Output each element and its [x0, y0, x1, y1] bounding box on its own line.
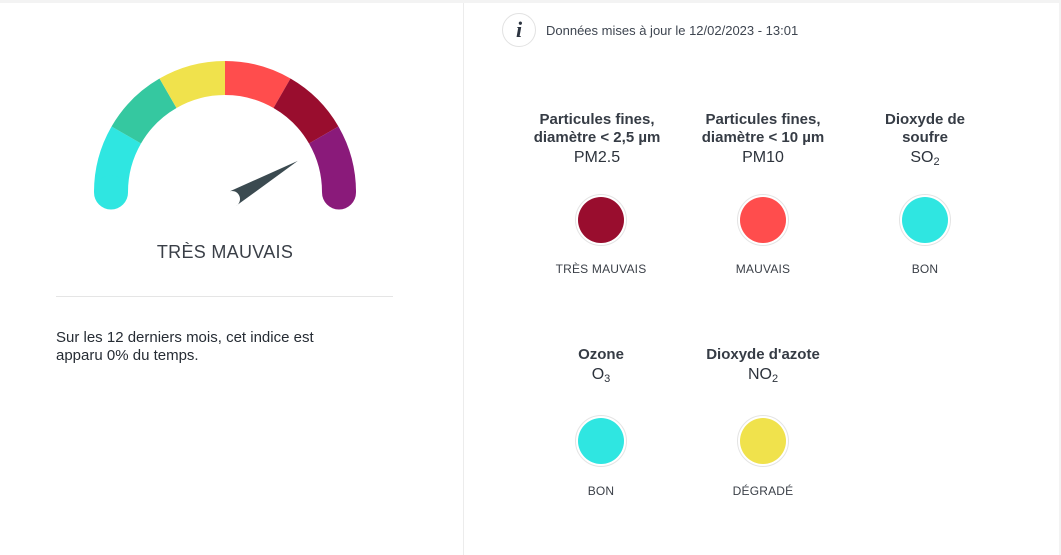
pollutant-formula: PM2.5 [573, 149, 621, 166]
gauge-segment [224, 61, 291, 109]
pollutant-name: Dioxyde de soufre [884, 111, 966, 146]
pollutant-o3: Ozone O3 [516, 346, 686, 385]
gauge-segment [159, 61, 226, 109]
pollutant-no2: Dioxyde d'azote NO2 [678, 346, 848, 385]
status-dot [902, 197, 948, 243]
pollutant-pm10-indicator [737, 194, 789, 246]
pollutant-name: Dioxyde d'azote [706, 346, 820, 363]
pollutant-pm10: Particules fines, diamètre < 10 µm PM10 [678, 111, 848, 168]
pollutant-no2-indicator [737, 415, 789, 467]
info-icon[interactable]: i [502, 13, 536, 47]
pollutant-name: Particules fines, diamètre < 2,5 µm [533, 111, 661, 146]
gauge-segment [273, 78, 339, 144]
status-dot [578, 197, 624, 243]
pollutant-o3-status: BON [587, 484, 615, 498]
gauge-segment-cap [322, 175, 356, 210]
pollutant-so2-indicator [899, 194, 951, 246]
status-dot [578, 418, 624, 464]
pollutant-formula: PM10 [742, 149, 784, 166]
pollutant-no2-status: DÉGRADÉ [732, 484, 794, 498]
overall-level-label: TRÈS MAUVAIS [156, 242, 294, 262]
gauge-segment [111, 78, 177, 144]
pollutant-name: Ozone [578, 346, 624, 363]
frequency-text: Sur les 12 derniers mois, cet indice est… [56, 329, 314, 364]
divider [56, 296, 393, 297]
gauge-segment-cap [94, 175, 128, 210]
summary-panel: TRÈS MAUVAIS Sur les 12 derniers mois, c… [0, 3, 464, 555]
pollutant-formula: SO2 [910, 149, 940, 168]
air-quality-card: TRÈS MAUVAIS Sur les 12 derniers mois, c… [0, 3, 1059, 555]
pollutant-so2-status: BON [911, 262, 939, 276]
gauge-needle [227, 160, 298, 206]
pollutant-pm10-status: MAUVAIS [735, 262, 791, 276]
needle-hub [229, 196, 235, 202]
pollutant-pm25-indicator [575, 194, 627, 246]
pollutant-so2: Dioxyde de soufre SO2 [840, 111, 1010, 168]
pollutant-formula: NO2 [747, 366, 779, 385]
status-dot [740, 418, 786, 464]
aqi-gauge [94, 61, 356, 210]
needle-pointer [227, 160, 298, 206]
update-timestamp: Données mises à jour le 12/02/2023 - 13:… [546, 22, 799, 38]
pollutant-name: Particules fines, diamètre < 10 µm [701, 111, 825, 146]
pollutant-pm25: Particules fines, diamètre < 2,5 µm PM2.… [512, 111, 682, 168]
pollutant-o3-indicator [575, 415, 627, 467]
pollutant-pm25-status: TRÈS MAUVAIS [555, 262, 647, 276]
update-info: i Données mises à jour le 12/02/2023 - 1… [502, 13, 798, 47]
status-dot [740, 197, 786, 243]
pollutant-formula: O3 [591, 366, 611, 385]
